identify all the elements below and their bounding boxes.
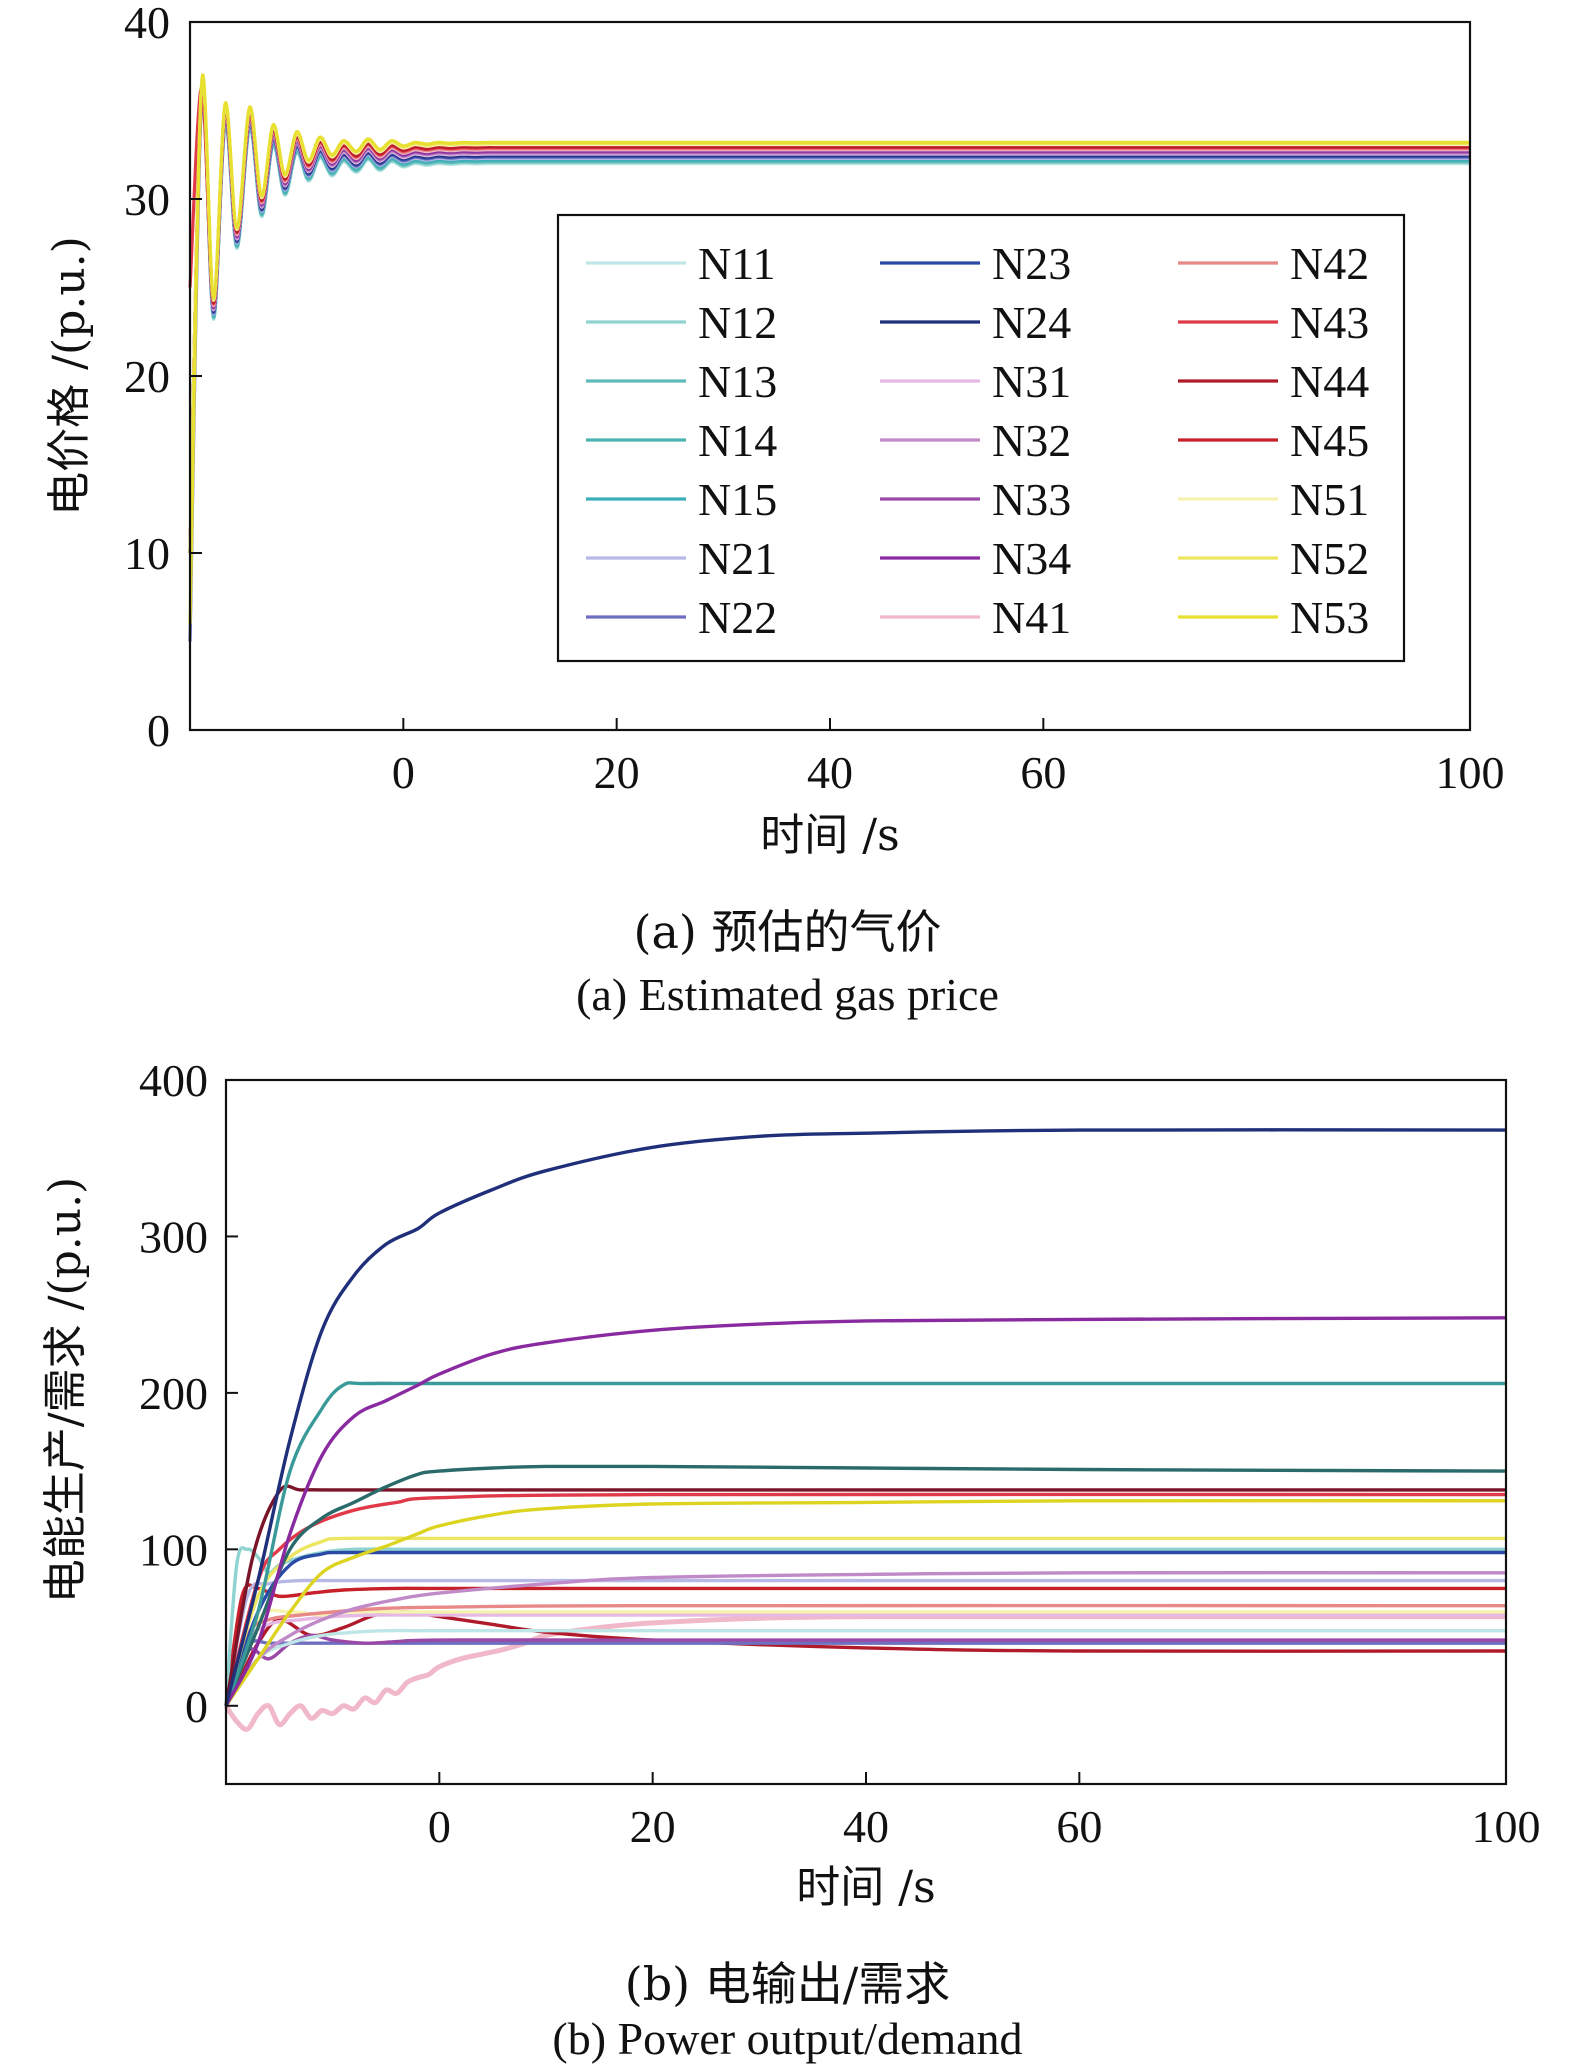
legend-label-n51: N51 — [1290, 474, 1369, 525]
chart-1-x-tick-label: 20 — [630, 1801, 676, 1852]
chart-b-series-lines — [223, 1128, 1507, 1732]
legend-label-n53: N53 — [1290, 592, 1369, 643]
caption-b-chinese: (b) 电输出/需求 — [624, 1957, 951, 2011]
legend-label-n43: N43 — [1290, 297, 1369, 348]
legend-label-n33: N33 — [992, 474, 1071, 525]
chart-0-x-tick-label: 100 — [1436, 747, 1505, 798]
legend-label-n41: N41 — [992, 592, 1071, 643]
legend-label-n14: N14 — [698, 415, 777, 466]
chart-1-y-tick-label: 200 — [139, 1368, 208, 1419]
power-series-line-21 — [223, 1613, 1506, 1732]
chart-1-y-tick-label: 0 — [185, 1681, 208, 1732]
power-series-line-15 — [224, 1608, 1506, 1707]
chart-0-y-tick-label: 0 — [147, 705, 170, 756]
chart-a-legend: N11 N12 N13 N14 N15 N21 N22 N23 N24 N31 N32 N33 N34 N… — [556, 213, 1406, 663]
legend-label-n11: N11 — [698, 238, 776, 289]
power-series-line-11 — [224, 1570, 1507, 1707]
chart-1-y-tick-label: 100 — [139, 1524, 208, 1575]
chart-b-y-axis-label: 电能生产/需求 /(p.u.) — [40, 1177, 91, 1603]
power-series-line-17 — [224, 1628, 1506, 1707]
legend-label-n13: N13 — [698, 356, 777, 407]
power-series-line-8 — [224, 1536, 1506, 1707]
chart-a-x-axis-label: 时间 /s — [760, 810, 899, 861]
chart-0-y-tick-label: 30 — [124, 174, 170, 225]
chart-0-x-tick-label: 20 — [594, 747, 640, 798]
legend-label-n24: N24 — [992, 297, 1071, 348]
series-line-n53 — [188, 73, 1470, 624]
chart-1-x-tick-label: 0 — [428, 1801, 451, 1852]
chart-0-y-tick-label: 10 — [124, 528, 170, 579]
power-series-line-20 — [224, 1610, 1507, 1707]
power-series-line-18 — [224, 1633, 1506, 1707]
power-series-line-14 — [224, 1603, 1507, 1707]
legend-label-n31: N31 — [992, 356, 1071, 407]
legend-label-n15: N15 — [698, 474, 777, 525]
caption-a-english: (a) Estimated gas price — [576, 969, 999, 1020]
legend-label-n52: N52 — [1290, 533, 1369, 584]
chart-a-estimated-gas-price: 0 20 40 60 100 0 10 20 30 40 时间 /s 电价格 /(p.u.) N1… — [44, 0, 1505, 861]
legend-label-n42: N42 — [1290, 238, 1369, 289]
legend-label-n32: N32 — [992, 415, 1071, 466]
chart-b-power-output-demand: 0 20 40 60 100 0 100 200 300 400 时间 /s 电能生产/需求 /(… — [40, 1055, 1541, 1913]
legend-label-n44: N44 — [1290, 356, 1369, 407]
legend-label-n23: N23 — [992, 238, 1071, 289]
chart-a-y-axis-label: 电价格 /(p.u.) — [44, 236, 95, 516]
power-series-line-4 — [224, 1464, 1507, 1707]
chart-1-x-tick-label: 60 — [1056, 1801, 1102, 1852]
chart-0-x-tick-label: 60 — [1020, 747, 1066, 798]
chart-1-y-tick-label: 300 — [139, 1211, 208, 1262]
chart-0-y-tick-label: 20 — [124, 351, 170, 402]
power-series-line-16 — [224, 1613, 1506, 1707]
legend-label-n12: N12 — [698, 297, 777, 348]
chart-1-y-tick-label: 400 — [139, 1055, 208, 1106]
chart-0-x-tick-label: 40 — [807, 747, 853, 798]
caption-a-chinese: (a) 预估的气价 — [633, 905, 942, 959]
chart-a-series-lines — [188, 73, 1471, 642]
caption-b-english: (b) Power output/demand — [552, 2013, 1023, 2064]
chart-1-x-tick-label: 100 — [1472, 1801, 1541, 1852]
power-series-line-6 — [224, 1492, 1507, 1707]
power-series-line-7 — [224, 1499, 1507, 1707]
legend-label-n34: N34 — [992, 533, 1071, 584]
power-series-line-2 — [224, 1316, 1507, 1707]
chart-1-x-tick-label: 40 — [843, 1801, 889, 1852]
power-series-line-13 — [224, 1583, 1506, 1707]
chart-0-x-tick-label: 0 — [392, 747, 415, 798]
legend-label-n45: N45 — [1290, 415, 1369, 466]
power-series-line-19 — [224, 1639, 1506, 1707]
chart-b-ticks: 0 20 40 60 100 0 100 200 300 400 — [139, 1055, 1541, 1852]
chart-a-legend-box — [556, 213, 1406, 663]
power-series-line-3 — [224, 1381, 1506, 1707]
power-series-line-1 — [224, 1128, 1507, 1707]
legend-label-n22: N22 — [698, 592, 777, 643]
chart-a-ticks: 0 20 40 60 100 0 10 20 30 40 — [124, 0, 1505, 798]
power-series-line-12 — [224, 1578, 1506, 1707]
chart-b-x-axis-label: 时间 /s — [796, 1862, 935, 1913]
legend-label-n21: N21 — [698, 533, 777, 584]
chart-0-y-tick-label: 40 — [124, 0, 170, 48]
power-series-line-5 — [224, 1484, 1506, 1707]
